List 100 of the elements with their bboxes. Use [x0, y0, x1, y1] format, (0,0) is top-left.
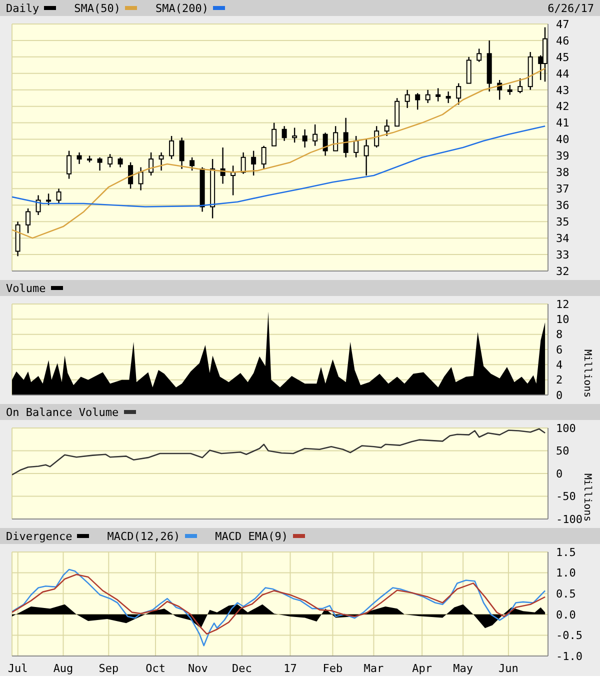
y-tick-label: 35	[556, 216, 570, 229]
candlestick	[425, 89, 430, 104]
line-series	[12, 574, 546, 635]
candlestick	[179, 137, 184, 170]
y-tick-label: 1.5	[556, 546, 576, 559]
y-tick-label: -50	[556, 490, 576, 504]
candlestick	[118, 156, 123, 168]
y-tick-label: 12	[556, 298, 570, 311]
x-tick-label: 17	[284, 662, 297, 675]
y-tick-label: 37	[556, 182, 570, 196]
x-tick-label: Jul	[8, 662, 28, 675]
x-tick-label: Apr	[412, 662, 432, 675]
candlestick	[148, 152, 154, 176]
candlestick	[158, 152, 164, 172]
x-tick-label: Oct	[146, 662, 166, 675]
candlestick	[322, 132, 328, 156]
y-tick-label: 1.0	[556, 566, 576, 580]
candlestick	[56, 188, 62, 204]
y-tick-label: 45	[556, 50, 570, 64]
candlestick	[404, 89, 410, 109]
x-tick-label: May	[453, 662, 474, 675]
candlestick	[333, 125, 338, 152]
y-axis-title: Millions	[581, 474, 592, 522]
candlestick	[76, 152, 82, 165]
y-tick-label: 50	[556, 444, 570, 458]
candlestick	[446, 90, 451, 104]
y-tick-label: 0	[556, 388, 563, 402]
y-tick-label: 0	[556, 467, 563, 480]
candlestick	[138, 166, 144, 191]
y-tick-label: 4	[556, 358, 563, 372]
y-tick-label: 0.0	[556, 608, 576, 622]
y-tick-label: 43	[556, 84, 570, 97]
legend-label: MACD EMA(9)	[215, 530, 288, 542]
line-series	[12, 568, 546, 646]
x-tick-label: Dec	[232, 662, 252, 675]
y-tick-label: 41	[556, 116, 570, 130]
candlestick	[190, 156, 195, 172]
line-series	[12, 428, 546, 476]
candlestick	[97, 156, 102, 172]
candlestick	[507, 84, 512, 96]
legend-label: Divergence	[6, 530, 72, 542]
y-tick-label: -1.0	[556, 650, 582, 663]
line-series	[12, 125, 546, 208]
candlestick	[292, 127, 298, 144]
y-tick-label: 39	[556, 150, 570, 163]
legend-label: SMA(50)	[74, 2, 120, 14]
candlestick	[384, 118, 390, 137]
candlestick	[251, 150, 256, 176]
y-axis-title: Millions	[581, 350, 592, 398]
candlestick	[354, 135, 359, 158]
y-tick-label: -100	[556, 512, 582, 526]
candlestick	[36, 194, 41, 216]
candlestick	[66, 150, 72, 180]
candlestick	[374, 125, 380, 148]
candlestick	[312, 124, 318, 146]
candlestick	[272, 122, 277, 146]
x-tick-label: Aug	[53, 662, 74, 675]
candlestick	[261, 145, 266, 170]
x-tick-label: Feb	[322, 662, 343, 675]
candlestick	[282, 125, 287, 142]
y-tick-label: 6	[556, 343, 563, 356]
y-tick-label: 47	[556, 18, 570, 31]
candlestick	[26, 208, 31, 234]
legend-label: Volume	[6, 282, 46, 294]
legend-label: On Balance Volume	[6, 406, 119, 418]
text: 6/26/17	[548, 2, 594, 14]
candlestick	[128, 162, 134, 190]
y-tick-label: 34	[556, 232, 570, 245]
line-series	[12, 68, 546, 239]
candlestick	[364, 138, 369, 176]
y-tick-label: 8	[556, 328, 563, 342]
candlestick	[518, 78, 523, 94]
y-tick-label: 32	[556, 264, 570, 278]
y-tick-label: 46	[556, 34, 570, 48]
candlestick	[240, 152, 246, 174]
x-tick-label: Nov	[188, 662, 208, 675]
y-tick-label: 33	[556, 248, 570, 262]
x-tick-label: Mar	[364, 662, 384, 675]
legend-label: SMA(200)	[155, 2, 208, 14]
legend-label: Daily	[6, 2, 40, 14]
y-tick-label: 36	[556, 199, 570, 212]
candlestick	[46, 193, 52, 206]
x-tick-label: Sep	[98, 662, 119, 675]
y-tick-label: 10	[556, 313, 570, 326]
y-tick-label: 0.5	[556, 588, 576, 601]
x-tick-label: Jun	[498, 662, 518, 675]
candlestick	[456, 82, 462, 106]
candlestick	[302, 128, 308, 148]
y-tick-label: 38	[556, 166, 570, 180]
y-tick-label: 44	[556, 67, 570, 80]
candlestick	[436, 88, 441, 102]
candlestick	[343, 117, 348, 158]
candlestick	[108, 153, 113, 168]
y-tick-label: 40	[556, 133, 570, 146]
y-tick-label: 100	[556, 422, 576, 435]
candlestick	[415, 92, 420, 110]
y-tick-label: 42	[556, 100, 570, 114]
candlestick	[169, 135, 174, 160]
y-tick-label: 2	[556, 374, 563, 387]
candlestick	[466, 56, 472, 84]
